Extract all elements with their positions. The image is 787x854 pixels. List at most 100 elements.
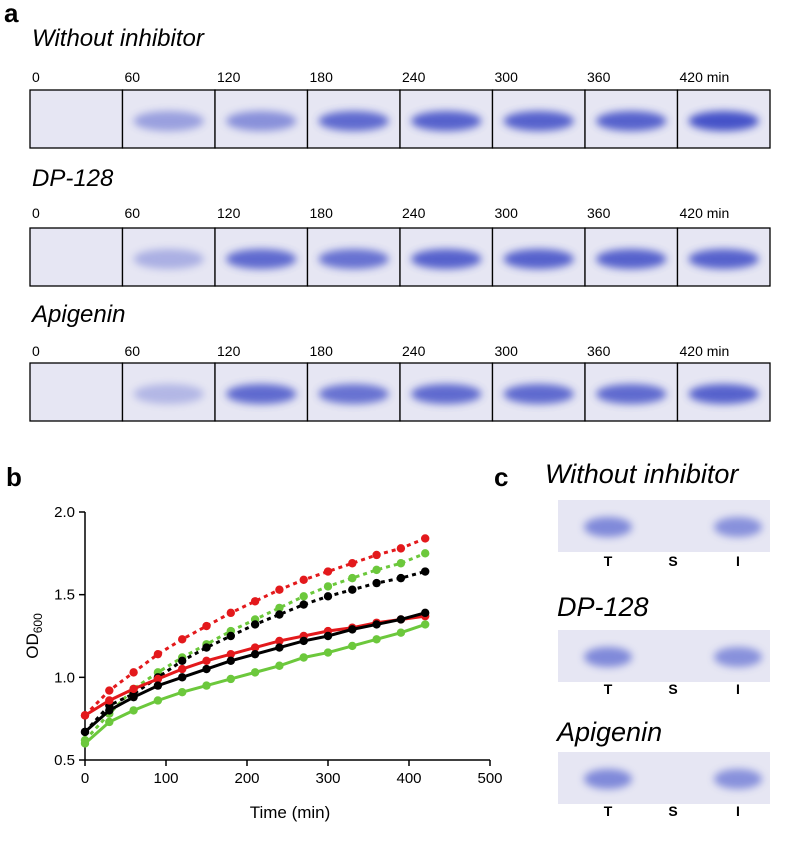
x-tick-label: 200 — [234, 770, 259, 787]
band — [596, 384, 667, 404]
point — [421, 608, 430, 618]
x-tick-label: 300 — [315, 770, 340, 787]
band — [226, 384, 297, 404]
point — [80, 739, 90, 748]
band — [411, 384, 482, 404]
lane-label: 0 — [32, 69, 40, 85]
lane-label: 240 — [402, 69, 426, 85]
band — [714, 769, 762, 789]
point — [348, 625, 357, 634]
gel-lane — [29, 227, 124, 287]
point — [275, 610, 284, 619]
y-tick-label: 0.5 — [54, 752, 75, 769]
x-tick-label: 0 — [81, 770, 89, 787]
x-axis-label: Time (min) — [250, 803, 331, 822]
lane-label: 60 — [125, 205, 141, 221]
lane-label: 360 — [587, 205, 611, 221]
lane-label: I — [736, 803, 740, 819]
point — [299, 653, 308, 662]
lane-label: 300 — [495, 205, 519, 221]
point — [372, 578, 381, 588]
point — [275, 661, 284, 670]
point — [348, 585, 357, 594]
point — [226, 656, 235, 665]
band — [714, 517, 762, 537]
panel-label: b — [6, 462, 22, 492]
point — [323, 631, 333, 641]
point — [250, 668, 260, 677]
band — [226, 111, 297, 131]
lane-label: 420 min — [680, 343, 730, 359]
band — [714, 647, 762, 667]
band — [688, 249, 759, 269]
point — [421, 620, 430, 629]
point — [178, 673, 187, 682]
point — [226, 631, 235, 641]
band — [596, 249, 667, 269]
band — [133, 384, 204, 404]
point — [129, 668, 138, 677]
lane-label: T — [604, 803, 613, 819]
point — [80, 711, 90, 720]
point — [275, 603, 284, 613]
point — [80, 727, 90, 737]
point — [323, 567, 333, 576]
point — [299, 636, 308, 646]
lane-label: 360 — [587, 343, 611, 359]
y-axis-label: OD600 — [23, 613, 45, 659]
point — [153, 674, 163, 684]
lane-label: T — [604, 681, 613, 697]
point — [250, 649, 260, 659]
point — [202, 621, 211, 631]
lane-label: 180 — [310, 343, 334, 359]
band — [503, 384, 574, 404]
point — [250, 620, 260, 629]
panel-label: a — [4, 0, 19, 28]
point — [178, 635, 187, 644]
y-tick-label: 2.0 — [54, 504, 75, 521]
point — [178, 656, 187, 665]
point — [153, 681, 163, 690]
point — [250, 643, 260, 652]
point — [372, 565, 381, 575]
row-title: Without inhibitor — [32, 25, 205, 52]
y-tick-label: 1.0 — [54, 669, 75, 686]
panel-label: c — [494, 462, 508, 492]
lane-label: 300 — [495, 343, 519, 359]
lane-label: 420 min — [680, 69, 730, 85]
band — [411, 249, 482, 269]
band — [503, 249, 574, 269]
point — [421, 549, 430, 558]
band — [226, 249, 297, 269]
point — [129, 684, 138, 694]
lane-label: 120 — [217, 343, 241, 359]
point — [396, 559, 406, 568]
lane-label: 300 — [495, 69, 519, 85]
point — [129, 692, 138, 702]
point — [153, 696, 163, 705]
gel-title: Without inhibitor — [545, 459, 739, 489]
band — [584, 517, 632, 537]
band — [584, 769, 632, 789]
point — [105, 696, 114, 705]
point — [178, 664, 187, 674]
series-line — [83, 537, 426, 717]
band — [411, 111, 482, 131]
point — [250, 597, 260, 606]
point — [275, 643, 284, 652]
point — [275, 636, 284, 646]
point — [421, 534, 430, 543]
x-tick-label: 500 — [477, 770, 502, 787]
lane-label: 180 — [310, 205, 334, 221]
lane-label: S — [668, 803, 677, 819]
lane-label: 120 — [217, 69, 241, 85]
lane-label: 0 — [32, 205, 40, 221]
gel-lane — [29, 362, 124, 422]
point — [153, 649, 163, 659]
point — [226, 649, 235, 659]
row-title: DP-128 — [32, 165, 114, 192]
band — [133, 111, 204, 131]
point — [299, 592, 308, 601]
point — [299, 575, 308, 584]
lane-label: T — [604, 553, 613, 569]
